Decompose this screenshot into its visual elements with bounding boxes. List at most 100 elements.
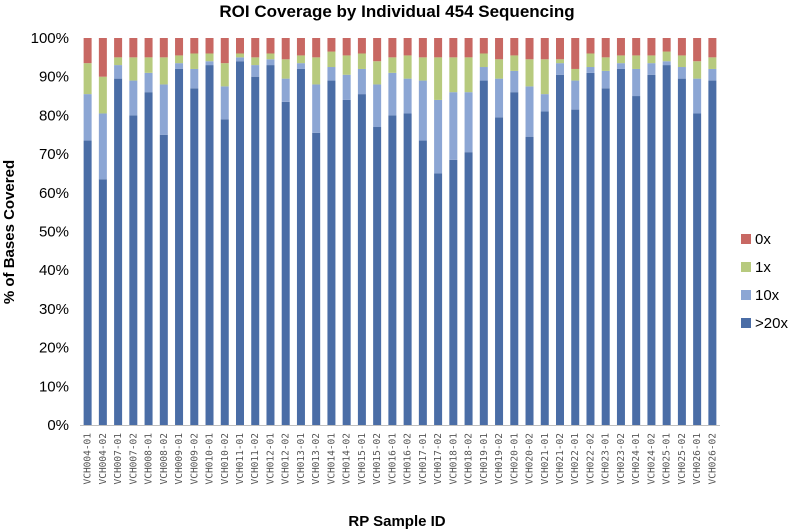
bar-segment: [205, 65, 214, 425]
bar-segment: [677, 38, 686, 56]
bar-segment: [693, 61, 702, 79]
x-tick-label: VCH023-01: [601, 433, 612, 485]
bar-segment: [662, 65, 671, 425]
bar-segment: [114, 38, 123, 58]
x-tick-label: VCH016-01: [387, 433, 398, 485]
bar-segment: [464, 38, 473, 58]
bar-segment: [647, 63, 656, 75]
bar-segment: [281, 78, 290, 102]
bar-segment: [525, 38, 534, 60]
bar-segment: [342, 38, 351, 56]
bar-segment: [98, 179, 107, 425]
bar-segment: [144, 57, 153, 73]
bar-segment: [296, 55, 305, 64]
legend-swatch: [741, 234, 751, 244]
x-tick-label: VCH026-01: [692, 433, 703, 485]
bar-segment: [601, 88, 610, 425]
bar-segment: [83, 94, 92, 141]
x-tick-label: VCH014-01: [326, 433, 337, 485]
bar-segment: [98, 76, 107, 114]
x-tick-label: VCH022-02: [585, 433, 596, 484]
bar-segment: [296, 63, 305, 69]
bar-segment: [388, 72, 397, 116]
bar-segment: [175, 55, 184, 64]
x-tick-label: VCH010-01: [205, 433, 216, 485]
bar-segment: [266, 59, 275, 66]
bar-segment: [144, 38, 153, 58]
bar-segment: [434, 173, 443, 425]
x-tick-label: VCH025-01: [662, 433, 673, 485]
bar-segment: [693, 78, 702, 114]
bar-segment: [525, 136, 534, 425]
bar-segment: [251, 38, 260, 58]
bar-segment: [159, 84, 168, 135]
bar-segment: [495, 38, 504, 60]
bar-segment: [556, 59, 564, 64]
bar-segment: [693, 113, 702, 426]
bar-segment: [616, 68, 625, 426]
bar-segment: [312, 38, 321, 58]
bar-segment: [357, 94, 366, 426]
bar-segment: [159, 38, 168, 58]
bar-segment: [373, 61, 382, 85]
bar-segment: [479, 38, 488, 54]
bar-segment: [510, 70, 519, 93]
bar-segment: [495, 117, 504, 425]
bar-segment: [388, 57, 397, 73]
bar-segment: [144, 92, 153, 426]
bar-segment: [571, 80, 580, 110]
bar-segment: [373, 127, 382, 425]
bar-segment: [281, 59, 290, 79]
bar-segment: [708, 38, 717, 58]
bar-segment: [342, 74, 351, 100]
bar-segment: [510, 55, 519, 71]
bar-segment: [647, 38, 656, 56]
bar-segment: [418, 140, 427, 425]
bar-segment: [98, 113, 107, 180]
x-tick-label: VCH008-01: [144, 433, 155, 485]
x-tick-label: VCH017-02: [433, 433, 444, 484]
y-tick-label: 70%: [39, 146, 69, 163]
x-tick-label: VCH019-01: [479, 433, 490, 485]
bar-segment: [556, 74, 564, 425]
bar-segment: [342, 99, 351, 426]
bar-segment: [129, 80, 138, 116]
bar-segment: [205, 38, 214, 54]
bar-segment: [571, 109, 580, 425]
bar-segment: [449, 92, 458, 160]
legend-swatch: [741, 262, 751, 272]
bar-segment: [327, 51, 336, 68]
bar-segment: [129, 115, 138, 426]
bar-segment: [586, 38, 595, 54]
legend-label: 10x: [755, 287, 780, 304]
bar-segment: [510, 38, 519, 56]
bar-segment: [251, 76, 260, 425]
x-tick-label: VCH013-01: [296, 433, 307, 485]
bar-segment: [418, 57, 427, 81]
x-tick-label: VCH024-02: [646, 433, 657, 484]
bar-segment: [586, 53, 595, 68]
bar-segment: [236, 38, 244, 54]
x-tick-label: VCH021-01: [540, 433, 551, 485]
x-tick-label: VCH025-02: [677, 433, 688, 484]
bar-segment: [129, 57, 138, 81]
bar-segment: [159, 57, 168, 85]
bar-segment: [708, 80, 717, 425]
bar-segment: [601, 70, 610, 89]
bar-segment: [403, 113, 412, 426]
bar-segment: [601, 57, 610, 71]
bar-segment: [312, 57, 321, 85]
x-tick-label: VCH010-02: [220, 433, 231, 484]
y-tick-label: 10%: [39, 378, 69, 395]
bar-segment: [647, 74, 656, 425]
bar-segment: [83, 63, 92, 95]
bar-segment: [159, 134, 168, 425]
bar-segment: [403, 55, 412, 79]
bar-segment: [403, 78, 412, 114]
bar-segment: [556, 38, 564, 60]
legend-swatch: [741, 290, 751, 300]
bar-segment: [464, 92, 473, 153]
bar-segment: [418, 38, 427, 58]
y-tick-label: 90%: [39, 69, 69, 86]
